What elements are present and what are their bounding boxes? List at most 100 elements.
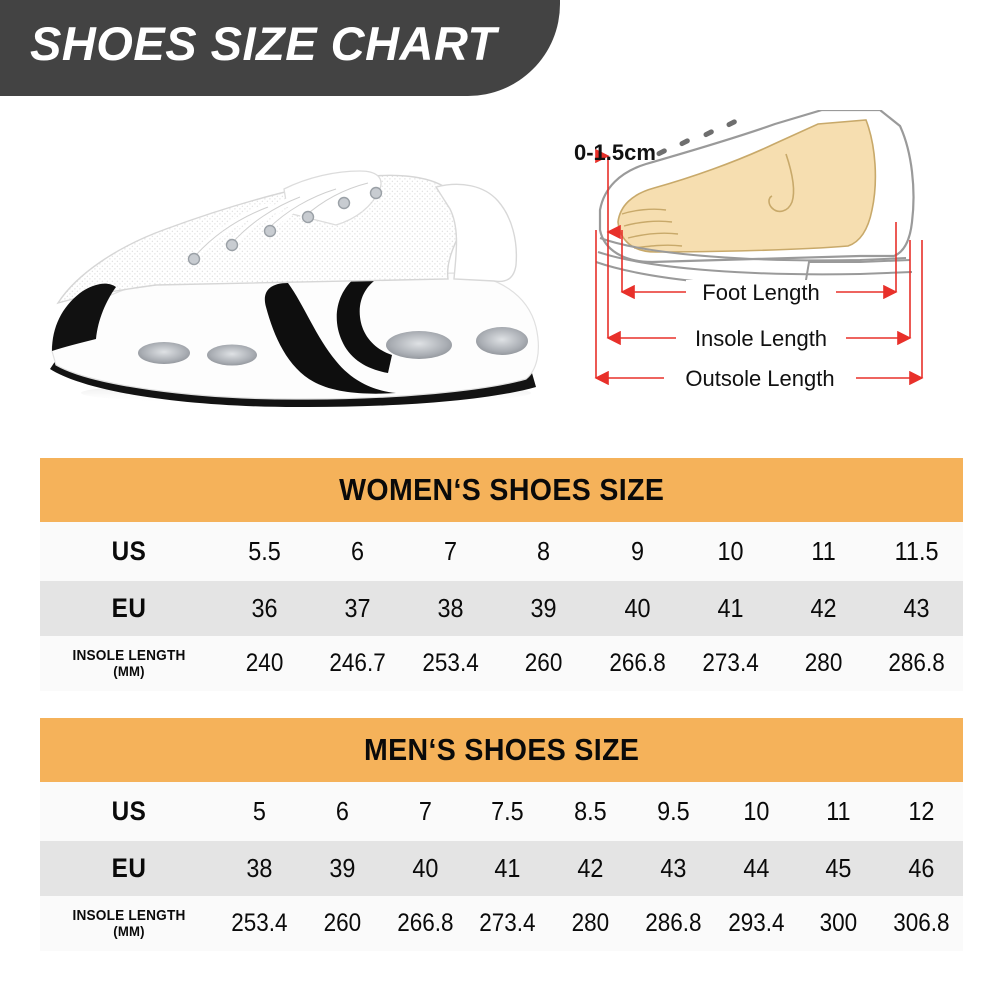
outsole-length-label: Outsole Length: [664, 366, 856, 392]
air-pod: [138, 342, 190, 364]
foot-diagram-svg: [594, 108, 924, 386]
table-cell: 306.8: [893, 909, 950, 937]
row-label-eu: EU: [111, 853, 147, 884]
midsole-accent-2: [336, 277, 392, 373]
header-banner: SHOES SIZE CHART: [0, 0, 560, 96]
table-cell: 6: [335, 796, 349, 826]
table-cell: 38: [437, 593, 464, 623]
insole-length-label: Insole Length: [676, 326, 846, 352]
table-cell: 286.8: [888, 649, 945, 677]
womens-size-table: WOMEN‘S SHOES SIZE US 5.5 6 7 8 9 10 11 …: [40, 458, 963, 691]
table-cell: 41: [717, 593, 744, 623]
table-cell: 6: [351, 536, 365, 566]
page-title: SHOES SIZE CHART: [30, 17, 497, 70]
table-cell: 11.5: [894, 536, 939, 566]
mens-table-header: MEN‘S SHOES SIZE: [40, 718, 963, 782]
table-cell: 253.4: [422, 649, 479, 677]
table-row: EU 38 39 40 41 42 43 44 45 46: [40, 841, 963, 896]
table-cell: 7: [444, 536, 458, 566]
lace-outline: [195, 182, 369, 256]
midsole-line-2: [597, 251, 913, 276]
row-cells-insole: 253.4 260 266.8 273.4 280 286.8 293.4 30…: [218, 896, 963, 951]
table-cell: 39: [530, 593, 557, 623]
table-cell: 300: [820, 909, 858, 937]
toe-cap: [52, 283, 116, 351]
toe-gap-label: 0-1.5cm: [574, 140, 656, 165]
table-cell: 266.8: [608, 649, 666, 677]
row-label-insole-unit: (MM): [113, 662, 145, 679]
table-cell: 266.8: [396, 909, 454, 937]
row-label-insole-text: INSOLE LENGTH: [72, 907, 186, 924]
table-cell: 38: [246, 853, 273, 883]
table-cell: 44: [743, 853, 770, 883]
table-cell: 9.5: [657, 796, 690, 826]
table-cell: 280: [804, 649, 843, 677]
table-row: INSOLE LENGTH (MM) 240 246.7 253.4 260 2…: [40, 636, 963, 691]
table-cell: 246.7: [329, 649, 386, 677]
table-cell: 5: [252, 796, 266, 826]
mens-table-title: MEN‘S SHOES SIZE: [363, 732, 640, 767]
table-cell: 36: [251, 593, 278, 623]
table-cell: 5.5: [248, 536, 281, 566]
table-cell: 12: [908, 796, 935, 826]
table-cell: 46: [908, 853, 935, 883]
table-cell: 286.8: [645, 909, 702, 937]
table-cell: 8: [537, 536, 551, 566]
table-cell: 293.4: [727, 909, 785, 937]
row-label-us: US: [111, 536, 147, 567]
midsole-line-1: [599, 237, 907, 262]
foot-length-label: Foot Length: [686, 280, 836, 306]
eyelets: [187, 186, 383, 266]
table-row: INSOLE LENGTH (MM) 253.4 260 266.8 273.4…: [40, 896, 963, 951]
table-cell: 7: [418, 796, 432, 826]
air-pod: [386, 331, 452, 359]
sneaker-illustration: [50, 170, 539, 408]
table-cell: 41: [494, 853, 521, 883]
air-pod: [476, 327, 528, 355]
row-label-insole: INSOLE LENGTH (MM): [45, 907, 212, 939]
table-cell: 11: [811, 536, 836, 566]
table-row: EU 36 37 38 39 40 41 42 43: [40, 581, 963, 636]
row-label-eu: EU: [111, 593, 147, 624]
row-cells-us: 5.5 6 7 8 9 10 11 11.5: [218, 522, 963, 581]
table-cell: 9: [630, 536, 644, 566]
table-cell: 280: [571, 909, 610, 937]
table-cell: 260: [525, 649, 563, 677]
table-row: US 5 6 7 7.5 8.5 9.5 10 11 12: [40, 782, 963, 841]
table-cell: 273.4: [479, 909, 536, 937]
table-cell: 273.4: [702, 649, 759, 677]
womens-table-title: WOMEN‘S SHOES SIZE: [338, 472, 665, 507]
womens-table-header: WOMEN‘S SHOES SIZE: [40, 458, 963, 522]
table-cell: 42: [577, 853, 604, 883]
table-cell: 260: [323, 909, 361, 937]
row-cells-eu: 36 37 38 39 40 41 42 43: [218, 581, 963, 636]
table-cell: 8.5: [574, 796, 607, 826]
shoe-lace-marks: [656, 119, 737, 157]
foot-measurement-diagram: 0-1.5cm Foot Length Insole Length Outsol…: [560, 108, 1001, 415]
table-cell: 45: [825, 853, 852, 883]
mens-size-table: MEN‘S SHOES SIZE US 5 6 7 7.5 8.5 9.5 10…: [40, 718, 963, 951]
row-cells-us: 5 6 7 7.5 8.5 9.5 10 11 12: [218, 782, 963, 841]
table-cell: 39: [329, 853, 356, 883]
table-cell: 7.5: [491, 796, 525, 826]
shoe-product-image: [36, 155, 566, 410]
row-label-insole-text: INSOLE LENGTH: [72, 647, 186, 664]
measurement-arrows: [594, 148, 924, 386]
air-pod: [207, 344, 257, 366]
row-label-insole-unit: (MM): [113, 922, 145, 939]
row-cells-insole: 240 246.7 253.4 260 266.8 273.4 280 286.…: [218, 636, 963, 691]
table-cell: 43: [660, 853, 687, 883]
heel-counter: [434, 183, 518, 283]
table-cell: 37: [344, 593, 371, 623]
midsole-accent: [264, 283, 396, 394]
ankle-crease: [768, 153, 795, 213]
table-cell: 40: [411, 853, 438, 883]
table-cell: 10: [717, 536, 744, 566]
table-cell: 40: [624, 593, 651, 623]
table-cell: 253.4: [231, 909, 288, 937]
table-cell: 240: [245, 649, 284, 677]
table-row: US 5.5 6 7 8 9 10 11 11.5: [40, 522, 963, 581]
row-label-us: US: [111, 796, 147, 827]
table-cell: 11: [826, 796, 852, 826]
table-cell: 43: [903, 593, 930, 623]
